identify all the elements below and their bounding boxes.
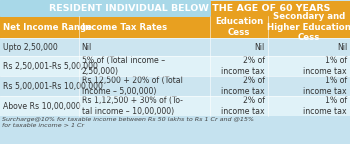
Bar <box>0 56 350 76</box>
Text: Rs 12,500 + 20% of (Total
income – 5,00,000): Rs 12,500 + 20% of (Total income – 5,00,… <box>82 76 183 95</box>
FancyBboxPatch shape <box>0 0 211 17</box>
Text: Rs 1,12,500 + 30% of (To-
tal income – 10,00,000): Rs 1,12,500 + 30% of (To- tal income – 1… <box>82 96 183 115</box>
Bar <box>0 76 350 96</box>
Text: Upto 2,50,000: Upto 2,50,000 <box>3 42 58 52</box>
Bar <box>0 1 350 16</box>
Text: Rs 2,50,001-Rs 5,00,000: Rs 2,50,001-Rs 5,00,000 <box>3 61 98 71</box>
Text: RESIDENT INDIVIDUAL BELOW THE AGE OF 60 YEARS: RESIDENT INDIVIDUAL BELOW THE AGE OF 60 … <box>49 4 331 13</box>
Text: 1% of
income tax: 1% of income tax <box>303 56 347 75</box>
Bar <box>0 96 350 116</box>
Text: 2% of
income tax: 2% of income tax <box>221 96 265 115</box>
Text: Nil: Nil <box>82 42 92 52</box>
Bar <box>0 16 350 38</box>
Text: 1% of
income tax: 1% of income tax <box>303 76 347 95</box>
Text: Nil: Nil <box>337 42 347 52</box>
Text: Income Tax Rates: Income Tax Rates <box>82 22 167 32</box>
Text: 2% of
income tax: 2% of income tax <box>221 76 265 95</box>
Text: Rs 5,00,001-Rs 10,00,000: Rs 5,00,001-Rs 10,00,000 <box>3 82 103 90</box>
Text: 5% of (Total income –
2,50,000): 5% of (Total income – 2,50,000) <box>82 56 165 75</box>
Text: Net Income Range: Net Income Range <box>3 22 92 32</box>
Text: Nil: Nil <box>254 42 265 52</box>
Text: Surcharge@10% for taxable income between Rs 50 lakhs to Rs 1 Cr and @15%
for tax: Surcharge@10% for taxable income between… <box>2 117 254 128</box>
Text: Secondary and
Higher Education
Cess: Secondary and Higher Education Cess <box>267 12 350 42</box>
Text: 1% of
income tax: 1% of income tax <box>303 96 347 115</box>
Bar <box>0 38 350 56</box>
Text: Education
Cess: Education Cess <box>215 17 263 37</box>
Text: Above Rs 10,00,000: Above Rs 10,00,000 <box>3 102 80 110</box>
Text: 2% of
income tax: 2% of income tax <box>221 56 265 75</box>
